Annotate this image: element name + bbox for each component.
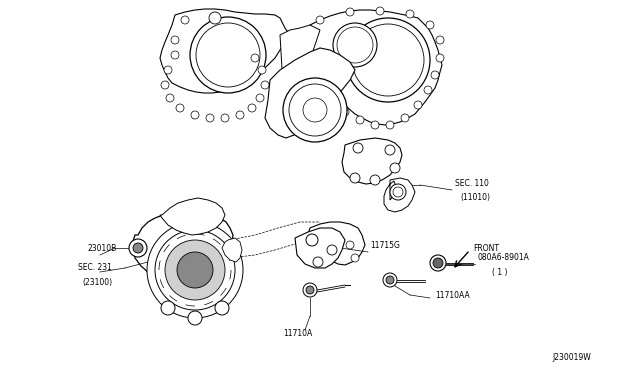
Polygon shape xyxy=(265,48,355,138)
Circle shape xyxy=(316,16,324,24)
Polygon shape xyxy=(342,138,402,184)
Circle shape xyxy=(215,301,229,315)
Circle shape xyxy=(350,173,360,183)
Polygon shape xyxy=(308,222,365,265)
Circle shape xyxy=(386,276,394,284)
Circle shape xyxy=(176,104,184,112)
Polygon shape xyxy=(222,238,242,262)
Circle shape xyxy=(356,116,364,124)
Polygon shape xyxy=(280,25,320,120)
Text: J230019W: J230019W xyxy=(552,353,591,362)
Circle shape xyxy=(341,108,349,116)
Text: (11010): (11010) xyxy=(460,192,490,202)
Circle shape xyxy=(206,114,214,122)
Polygon shape xyxy=(160,198,225,235)
Circle shape xyxy=(436,36,444,44)
Circle shape xyxy=(376,7,384,15)
Circle shape xyxy=(337,27,373,63)
Circle shape xyxy=(306,234,318,246)
Circle shape xyxy=(393,187,403,197)
Circle shape xyxy=(248,104,256,112)
Circle shape xyxy=(196,23,260,87)
Text: ( 1 ): ( 1 ) xyxy=(492,267,508,276)
Circle shape xyxy=(431,71,439,79)
Circle shape xyxy=(371,121,379,129)
Polygon shape xyxy=(133,212,233,282)
Circle shape xyxy=(221,114,229,122)
Circle shape xyxy=(177,252,213,288)
Circle shape xyxy=(306,286,314,294)
Circle shape xyxy=(436,54,444,62)
Circle shape xyxy=(346,241,354,249)
Circle shape xyxy=(256,94,264,102)
Circle shape xyxy=(129,239,147,257)
Circle shape xyxy=(181,16,189,24)
Circle shape xyxy=(171,51,179,59)
Circle shape xyxy=(346,18,430,102)
Polygon shape xyxy=(310,10,442,125)
Circle shape xyxy=(191,111,199,119)
Text: FRONT: FRONT xyxy=(473,244,499,253)
Circle shape xyxy=(385,145,395,155)
Circle shape xyxy=(328,98,336,106)
Polygon shape xyxy=(384,178,415,212)
Circle shape xyxy=(147,222,243,318)
Circle shape xyxy=(188,311,202,325)
Circle shape xyxy=(430,255,446,271)
Circle shape xyxy=(370,175,380,185)
Circle shape xyxy=(351,254,359,262)
Circle shape xyxy=(251,54,259,62)
Circle shape xyxy=(209,12,221,24)
Circle shape xyxy=(258,66,266,74)
Circle shape xyxy=(166,94,174,102)
Circle shape xyxy=(426,21,434,29)
Circle shape xyxy=(327,245,337,255)
Circle shape xyxy=(303,283,317,297)
Circle shape xyxy=(165,240,225,300)
Circle shape xyxy=(190,17,266,93)
Circle shape xyxy=(401,114,409,122)
Circle shape xyxy=(330,233,340,243)
Circle shape xyxy=(161,81,169,89)
Circle shape xyxy=(164,66,172,74)
Polygon shape xyxy=(295,228,345,268)
Circle shape xyxy=(283,78,347,142)
Circle shape xyxy=(383,273,397,287)
Text: (23100): (23100) xyxy=(82,278,112,286)
Circle shape xyxy=(289,84,341,136)
Text: SEC. 231: SEC. 231 xyxy=(78,263,112,273)
Circle shape xyxy=(171,36,179,44)
Text: 11715G: 11715G xyxy=(370,241,400,250)
Circle shape xyxy=(424,86,432,94)
Circle shape xyxy=(390,163,400,173)
Circle shape xyxy=(161,301,175,315)
Circle shape xyxy=(346,8,354,16)
Circle shape xyxy=(303,98,327,122)
Circle shape xyxy=(406,10,414,18)
Text: 080A6-8901A: 080A6-8901A xyxy=(478,253,530,263)
Circle shape xyxy=(353,143,363,153)
Circle shape xyxy=(236,111,244,119)
Circle shape xyxy=(352,24,424,96)
Circle shape xyxy=(433,258,443,268)
Circle shape xyxy=(390,184,406,200)
Text: 11710A: 11710A xyxy=(284,330,312,339)
Text: 11710AA: 11710AA xyxy=(435,291,470,299)
Text: 23010B: 23010B xyxy=(88,244,117,253)
Circle shape xyxy=(414,101,422,109)
Circle shape xyxy=(333,23,377,67)
Text: SEC. 110: SEC. 110 xyxy=(455,179,489,187)
Circle shape xyxy=(313,257,323,267)
Circle shape xyxy=(133,243,143,253)
Polygon shape xyxy=(160,9,290,93)
Circle shape xyxy=(155,230,235,310)
Circle shape xyxy=(386,121,394,129)
Circle shape xyxy=(261,81,269,89)
